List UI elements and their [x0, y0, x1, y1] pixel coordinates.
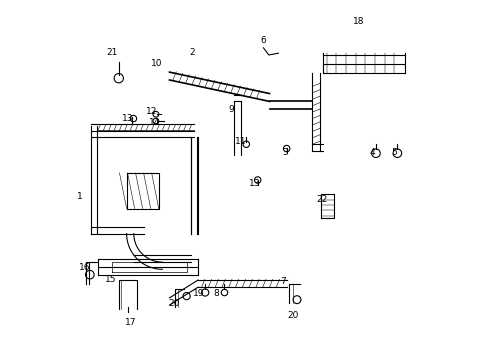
Text: 3: 3 [282, 148, 287, 157]
Text: 13: 13 [248, 179, 260, 188]
Text: 1: 1 [77, 192, 82, 201]
Text: 9: 9 [227, 105, 233, 114]
Text: 18: 18 [352, 17, 364, 26]
Text: 21: 21 [106, 48, 118, 57]
Text: 6: 6 [260, 36, 265, 45]
Text: 4: 4 [369, 148, 374, 157]
Text: 2: 2 [189, 48, 195, 57]
Text: 15: 15 [104, 275, 116, 284]
Text: 16: 16 [79, 263, 91, 272]
Text: 8: 8 [213, 289, 219, 298]
Text: 5: 5 [391, 148, 397, 157]
Text: 19: 19 [193, 289, 204, 298]
Text: 7: 7 [280, 277, 285, 286]
Text: 17: 17 [125, 318, 136, 327]
Text: 11: 11 [235, 137, 246, 146]
Text: 10: 10 [151, 59, 163, 68]
Text: 20: 20 [168, 299, 179, 308]
Text: 14: 14 [148, 118, 160, 127]
Text: 13: 13 [122, 114, 133, 123]
Text: 22: 22 [316, 195, 327, 204]
Text: 20: 20 [286, 311, 298, 320]
Text: 12: 12 [145, 107, 157, 116]
